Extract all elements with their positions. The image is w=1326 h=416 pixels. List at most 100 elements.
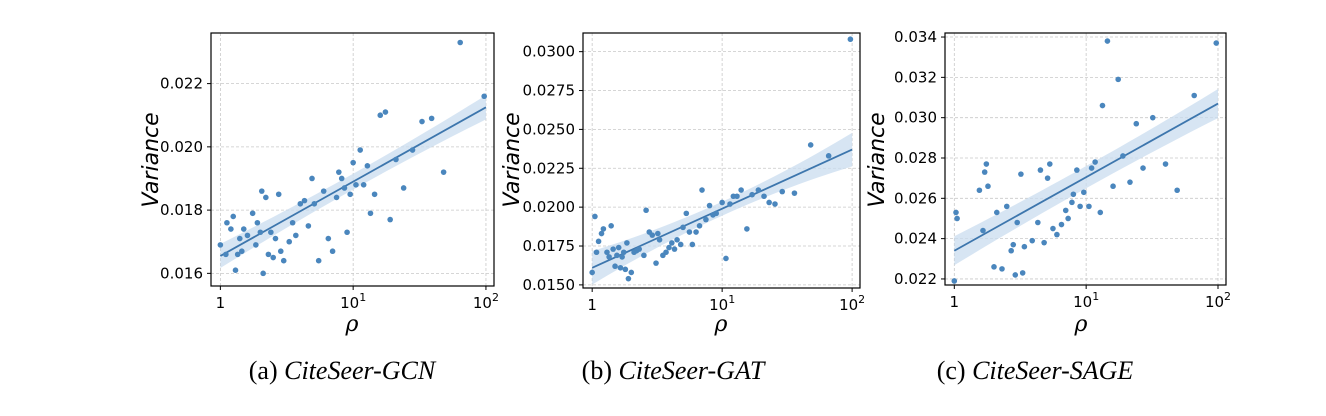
data-point bbox=[1213, 40, 1220, 46]
data-point bbox=[1018, 171, 1024, 177]
regression-line bbox=[591, 148, 853, 269]
data-point bbox=[315, 257, 322, 264]
data-point bbox=[1162, 161, 1169, 167]
data-point bbox=[636, 246, 642, 252]
data-point bbox=[617, 264, 624, 271]
plot-frame bbox=[944, 32, 1227, 286]
y-axis-label: Variance bbox=[139, 112, 164, 207]
data-point bbox=[1012, 272, 1019, 278]
scatter-points bbox=[217, 39, 487, 277]
data-point bbox=[234, 251, 241, 258]
data-point bbox=[230, 213, 237, 220]
y-tick-label: 0.030 bbox=[894, 109, 937, 127]
data-point bbox=[686, 229, 693, 235]
data-point bbox=[699, 187, 705, 193]
data-point bbox=[360, 182, 367, 188]
data-point bbox=[350, 159, 356, 166]
data-point bbox=[371, 191, 378, 198]
data-point bbox=[1086, 203, 1092, 210]
data-point bbox=[1044, 175, 1051, 181]
data-point bbox=[419, 118, 425, 125]
data-point bbox=[744, 226, 750, 232]
data-point bbox=[738, 187, 744, 193]
data-point bbox=[683, 210, 690, 217]
x-axis-label: ρ bbox=[714, 312, 728, 337]
y-tick-label: 0.026 bbox=[894, 189, 937, 207]
data-point bbox=[719, 199, 725, 206]
x-tick-label: 102 bbox=[839, 293, 865, 314]
data-point bbox=[624, 240, 630, 246]
data-point bbox=[280, 257, 287, 264]
data-point bbox=[249, 210, 256, 217]
data-point bbox=[253, 242, 259, 248]
data-point bbox=[755, 187, 762, 193]
data-point bbox=[387, 216, 393, 223]
data-point bbox=[993, 209, 1000, 216]
data-point bbox=[1092, 159, 1098, 165]
x-tick-label: 101 bbox=[340, 291, 366, 312]
data-point bbox=[1019, 270, 1026, 276]
data-point bbox=[1037, 167, 1044, 173]
data-point bbox=[614, 252, 620, 259]
data-point bbox=[847, 36, 854, 43]
y-tick-label: 0.034 bbox=[894, 28, 937, 46]
data-point bbox=[258, 188, 265, 194]
data-point bbox=[643, 207, 649, 214]
data-point bbox=[382, 109, 389, 115]
x-tick-labels: 1 101 102 bbox=[950, 285, 1231, 311]
y-axis-label: Variance bbox=[500, 112, 525, 207]
data-point bbox=[954, 215, 960, 222]
data-point bbox=[228, 226, 234, 232]
data-point bbox=[693, 229, 699, 235]
data-point bbox=[1014, 219, 1021, 226]
data-point bbox=[703, 216, 709, 223]
data-point bbox=[293, 232, 299, 239]
y-tick-labels: 0.016 0.018 0.020 0.022 bbox=[160, 75, 211, 282]
data-point bbox=[1021, 243, 1028, 250]
data-point bbox=[649, 232, 656, 238]
data-point bbox=[772, 201, 778, 207]
data-point bbox=[238, 248, 245, 255]
data-point bbox=[593, 249, 600, 256]
data-point bbox=[1054, 231, 1060, 238]
data-point bbox=[357, 147, 364, 153]
data-point bbox=[595, 238, 602, 245]
data-point bbox=[1133, 120, 1140, 127]
plot-frame bbox=[210, 32, 495, 287]
x-tick-label: 1 bbox=[587, 296, 597, 314]
caption-label: (a) bbox=[249, 356, 278, 385]
data-point bbox=[666, 244, 672, 251]
y-tick-label: 0.0175 bbox=[523, 237, 576, 255]
data-point bbox=[671, 246, 678, 252]
data-point bbox=[1050, 225, 1056, 232]
data-point bbox=[457, 39, 464, 46]
data-point bbox=[286, 238, 293, 245]
data-point bbox=[236, 235, 243, 242]
data-point bbox=[1041, 239, 1047, 246]
y-tick-label: 0.022 bbox=[894, 270, 937, 288]
data-point bbox=[600, 226, 607, 232]
data-point bbox=[364, 163, 371, 169]
data-point bbox=[592, 213, 598, 220]
y-tick-label: 0.0250 bbox=[523, 120, 576, 138]
data-point bbox=[1003, 203, 1010, 210]
caption-name: CiteSeer-SAGE bbox=[972, 356, 1133, 385]
y-tick-label: 0.022 bbox=[160, 75, 203, 93]
x-tick-label: 101 bbox=[709, 293, 735, 314]
data-point bbox=[289, 219, 296, 226]
data-point bbox=[353, 182, 359, 188]
data-point bbox=[275, 191, 282, 198]
data-point bbox=[589, 269, 595, 276]
data-point bbox=[1104, 38, 1111, 44]
data-point bbox=[1008, 247, 1014, 254]
data-point bbox=[1046, 161, 1053, 167]
data-point bbox=[393, 156, 399, 163]
data-point bbox=[610, 246, 616, 252]
data-point bbox=[325, 235, 332, 242]
data-point bbox=[311, 200, 318, 207]
data-point bbox=[953, 209, 959, 216]
data-point bbox=[625, 275, 632, 282]
data-point bbox=[272, 235, 279, 242]
data-point bbox=[1097, 209, 1104, 216]
plot-frame bbox=[582, 32, 861, 289]
